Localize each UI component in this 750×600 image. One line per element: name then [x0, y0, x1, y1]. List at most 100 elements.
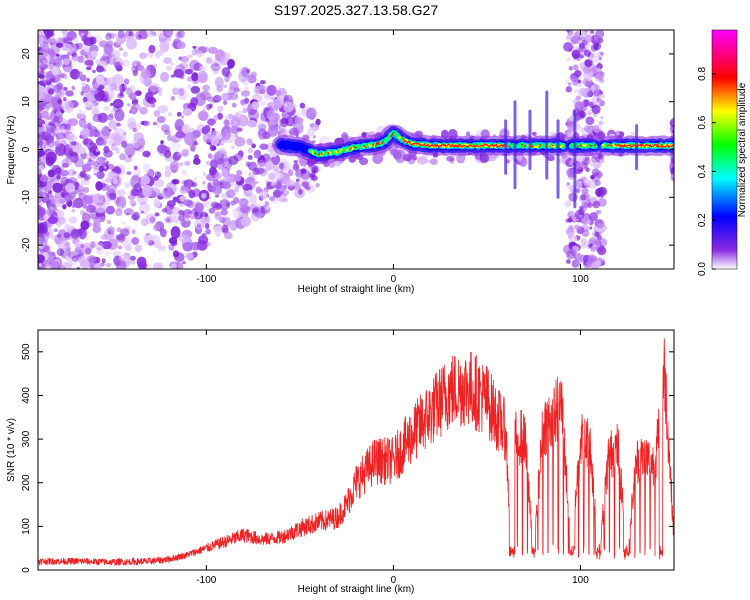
noise-blob	[598, 90, 603, 95]
noise-blob	[142, 184, 153, 198]
noise-blob	[155, 122, 163, 129]
noise-blob	[307, 186, 311, 190]
noise-blob	[132, 69, 139, 77]
noise-blob	[175, 31, 182, 39]
noise-blob	[582, 65, 591, 75]
noise-blob	[149, 30, 155, 35]
noise-blob	[131, 229, 136, 235]
noise-blob	[449, 156, 455, 164]
noise-blob	[589, 212, 598, 222]
noise-blob	[238, 198, 249, 207]
noise-blob	[596, 209, 602, 215]
noise-blob	[137, 261, 148, 269]
noise-blob	[38, 113, 42, 118]
noise-blob	[179, 75, 185, 80]
x-tick-label: 0	[391, 575, 397, 586]
noise-blob	[600, 52, 604, 56]
noise-blob	[212, 202, 223, 211]
noise-blob	[142, 150, 151, 158]
noise-blob	[594, 231, 600, 238]
noise-blob	[128, 154, 132, 159]
noise-blob	[597, 186, 607, 197]
noise-blob	[147, 97, 157, 104]
noise-blob	[673, 175, 674, 179]
noise-blob	[292, 163, 299, 171]
noise-blob	[566, 57, 570, 62]
noise-blob	[123, 78, 130, 85]
noise-blob	[673, 142, 674, 147]
noise-blob	[108, 128, 112, 132]
noise-blob	[125, 87, 133, 96]
noise-blob	[170, 74, 175, 78]
noise-blob	[203, 105, 208, 111]
noise-blob	[674, 129, 681, 136]
noise-blob	[190, 145, 196, 152]
noise-blob	[675, 176, 678, 179]
noise-blob	[207, 153, 213, 159]
noise-blob	[673, 171, 674, 174]
noise-blob	[280, 118, 289, 125]
noise-blob	[278, 158, 289, 172]
noise-blob	[181, 169, 187, 176]
noise-blob	[312, 135, 316, 139]
x-tick-label: 0	[391, 274, 397, 285]
noise-blob	[676, 145, 679, 148]
noise-blob	[279, 130, 283, 134]
noise-blob	[83, 137, 89, 145]
noise-blob	[112, 166, 122, 174]
noise-blob	[56, 248, 65, 257]
noise-blob	[207, 182, 212, 188]
noise-blob	[64, 223, 72, 232]
noise-blob	[279, 163, 284, 170]
noise-blob	[205, 175, 213, 181]
noise-blob	[81, 163, 92, 172]
noise-blob	[580, 36, 586, 42]
noise-blob	[673, 168, 674, 172]
noise-blob	[145, 232, 150, 237]
noise-blob	[38, 180, 48, 188]
noise-blob	[55, 110, 62, 118]
noise-blob	[70, 257, 78, 266]
noise-blob	[590, 246, 597, 253]
noise-blob	[240, 176, 244, 180]
noise-blob	[673, 131, 674, 134]
noise-blob	[179, 62, 189, 70]
noise-blob	[62, 204, 67, 210]
noise-blob	[170, 226, 181, 239]
noise-blob	[674, 141, 680, 147]
noise-blob	[186, 54, 193, 59]
noise-blob	[169, 213, 176, 220]
noise-blob	[64, 156, 72, 163]
noise-blob	[60, 170, 70, 181]
noise-blob	[315, 124, 320, 128]
noise-blob	[228, 113, 234, 120]
noise-blob	[48, 233, 55, 239]
noise-blob	[47, 144, 52, 149]
noise-blob	[125, 155, 133, 162]
noise-blob	[252, 167, 260, 176]
noise-blob	[71, 194, 76, 199]
noise-blob	[190, 85, 201, 94]
noise-blob	[301, 181, 310, 188]
noise-blob	[74, 246, 84, 255]
noise-blob	[146, 65, 151, 70]
noise-blob	[60, 176, 69, 186]
noise-blob	[152, 224, 161, 232]
noise-blob	[577, 79, 581, 84]
noise-blob	[64, 74, 68, 79]
noise-blob	[38, 161, 41, 167]
noise-blob	[63, 232, 71, 239]
y-tick-label: -10	[21, 190, 32, 205]
noise-blob	[89, 36, 97, 45]
noise-blob	[676, 160, 680, 164]
noise-blob	[194, 154, 199, 161]
noise-blob	[263, 169, 268, 173]
noise-blob	[675, 128, 678, 131]
noise-blob	[153, 198, 161, 208]
noise-blob	[44, 235, 49, 241]
noise-blob	[119, 153, 126, 161]
noise-blob	[44, 30, 54, 38]
noise-blob	[412, 155, 418, 161]
noise-blob	[54, 57, 63, 68]
